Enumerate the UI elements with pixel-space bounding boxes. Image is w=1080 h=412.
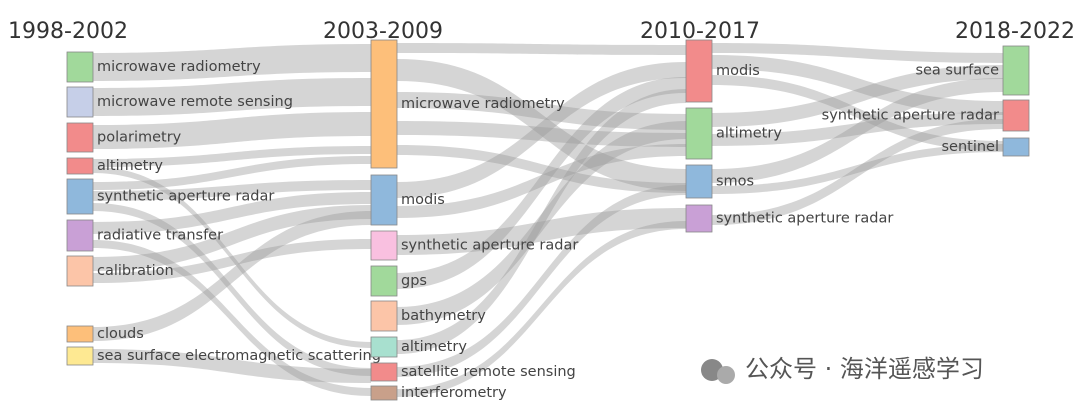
node: [1002, 45, 1030, 96]
node: [685, 204, 713, 233]
link: [712, 144, 1003, 194]
node-label: clouds: [97, 326, 144, 342]
node-label: satellite remote sensing: [401, 364, 576, 380]
node: [66, 157, 94, 175]
link: [93, 239, 371, 283]
node-label: bathymetry: [401, 308, 486, 324]
node: [685, 107, 713, 160]
node: [66, 219, 94, 252]
node-label: smos: [716, 174, 754, 190]
link: [397, 59, 686, 191]
node-label: synthetic aperture radar: [401, 238, 578, 254]
link: [93, 203, 371, 376]
link: [397, 89, 686, 354]
node: [66, 51, 94, 83]
link: [712, 43, 1003, 63]
watermark-text: 公众号 · 海洋遥感学习: [745, 355, 984, 383]
link: [397, 43, 686, 55]
node: [370, 362, 398, 382]
node: [370, 385, 398, 401]
node-label: altimetry: [716, 126, 782, 142]
column-title: 2018-2022: [955, 19, 1075, 44]
link: [712, 75, 1003, 151]
node: [66, 346, 94, 366]
link: [93, 180, 371, 201]
link: [712, 65, 1003, 127]
node-label: modis: [716, 63, 760, 79]
node: [685, 39, 713, 103]
link: [397, 92, 686, 130]
link: [397, 208, 686, 255]
node: [66, 122, 94, 153]
link: [712, 78, 1003, 183]
node-label: radiative transfer: [97, 228, 223, 244]
node: [66, 325, 94, 343]
link: [93, 349, 371, 383]
node-label: microwave remote sensing: [97, 94, 293, 110]
node: [370, 336, 398, 358]
node-label: microwave radiometry: [401, 96, 565, 112]
node: [66, 255, 94, 287]
node: [1002, 99, 1030, 132]
node-label: calibration: [97, 263, 174, 279]
watermark-icon: [717, 366, 735, 384]
node-label: sentinel: [941, 139, 999, 155]
node: [66, 86, 94, 118]
node-label: sea surface electromagnetic scattering: [97, 348, 381, 364]
link: [397, 121, 686, 325]
node: [370, 39, 398, 169]
node: [66, 178, 94, 215]
node-label: sea surface: [915, 63, 999, 79]
node-label: altimetry: [401, 339, 467, 355]
link: [93, 156, 371, 190]
link: [397, 221, 686, 397]
link: [93, 146, 371, 167]
link: [93, 211, 371, 341]
node: [370, 265, 398, 297]
node-label: synthetic aperture radar: [97, 189, 274, 205]
link: [93, 167, 371, 348]
link: [397, 144, 686, 218]
link: [397, 185, 686, 377]
node: [370, 230, 398, 261]
node-label: microwave radiometry: [97, 59, 261, 75]
link: [397, 62, 686, 198]
link: [93, 112, 371, 149]
link: [93, 78, 371, 116]
node: [370, 300, 398, 332]
watermark: 公众号 · 海洋遥感学习: [701, 355, 984, 384]
link: [712, 119, 1003, 225]
link-group: [93, 43, 1003, 397]
link: [93, 44, 371, 81]
link: [93, 240, 371, 396]
node: [1002, 137, 1030, 157]
link: [712, 112, 1003, 146]
node-label: gps: [401, 273, 427, 289]
node-label: synthetic aperture radar: [822, 108, 999, 124]
node-label: polarimetry: [97, 130, 182, 146]
link: [397, 77, 686, 289]
link: [712, 55, 1003, 115]
link: [93, 192, 371, 234]
column-title: 1998-2002: [8, 19, 128, 44]
node: [370, 174, 398, 226]
node-label: modis: [401, 192, 445, 208]
link: [397, 145, 686, 193]
nodes: 1998-2002 microwave radiometry microwave r…: [8, 19, 1075, 401]
links: [93, 43, 1003, 397]
link: [93, 205, 371, 271]
node-label: altimetry: [97, 158, 163, 174]
node-label: interferometry: [401, 385, 507, 401]
link: [397, 121, 686, 147]
node-label: synthetic aperture radar: [716, 211, 893, 227]
node: [685, 164, 713, 199]
